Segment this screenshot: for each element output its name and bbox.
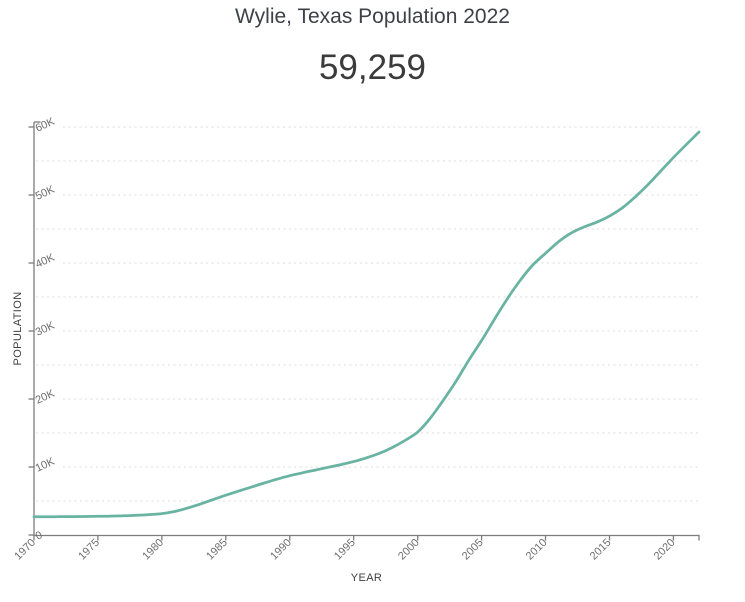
current-population-value: 59,259 [318, 48, 427, 87]
x-tick-label: 2015 [588, 537, 614, 563]
y-tick-label: 40K [34, 251, 57, 270]
x-tick-label: 2010 [524, 537, 550, 563]
axis-domain [33, 122, 700, 541]
x-tick-label: 1995 [332, 537, 358, 563]
x-axis-title: YEAR [351, 572, 383, 584]
x-tick-label: 2020 [652, 537, 678, 563]
y-tick-label: 50K [34, 183, 57, 202]
x-tick-label: 1985 [204, 537, 230, 563]
x-tick-label: 2005 [460, 537, 486, 563]
y-tick-label: 30K [34, 319, 57, 338]
y-axis-title: POPULATION [12, 291, 24, 365]
x-tick-label: 2000 [396, 537, 422, 563]
x-tick-label: 1980 [140, 537, 166, 563]
y-tick-label: 0 [34, 529, 45, 542]
x-tick-label: 1975 [76, 537, 102, 563]
x-tick-label: 1990 [268, 537, 294, 563]
y-tick-label: 10K [34, 455, 57, 474]
x-tick-label: 1970 [12, 537, 38, 563]
y-tick-label: 60K [34, 115, 57, 134]
y-tick-label: 20K [34, 387, 57, 406]
population-series-line[interactable] [32, 130, 701, 519]
page-title: Wylie, Texas Population 2022 [235, 5, 510, 28]
